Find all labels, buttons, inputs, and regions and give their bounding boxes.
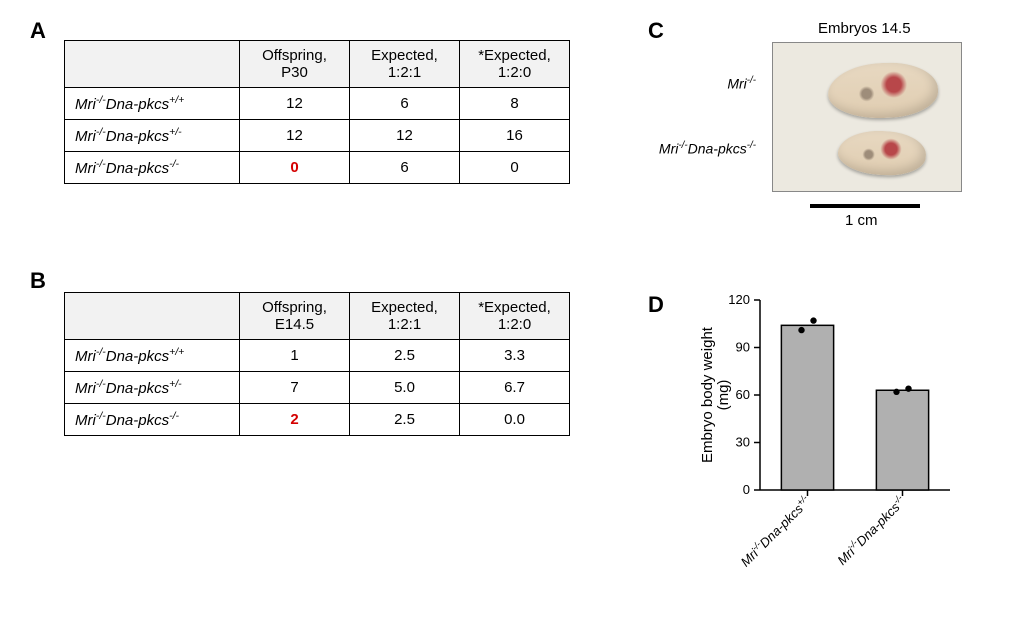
scale-bar-label: 1 cm [845, 212, 878, 229]
table-cell: 5.0 [350, 372, 460, 404]
table-cell: 0 [460, 152, 570, 184]
table-cell: 16 [460, 120, 570, 152]
table-header: *Expected,1:2:0 [460, 41, 570, 88]
panel-label-d: D [648, 292, 664, 318]
table-header [65, 41, 240, 88]
panel-c-genotype-1: Mri-/- [636, 75, 756, 92]
svg-text:60: 60 [736, 387, 750, 402]
table-header: Offspring,E14.5 [240, 293, 350, 340]
bar-chart-d: 0306090120Embryo body weight(mg)Mri-/-Dn… [700, 300, 960, 643]
table-header: Expected,1:2:1 [350, 41, 460, 88]
svg-text:30: 30 [736, 435, 750, 450]
table-cell: 2 [240, 404, 350, 436]
table-cell: 7 [240, 372, 350, 404]
table-header: Offspring,P30 [240, 41, 350, 88]
table-cell: 0.0 [460, 404, 570, 436]
table-cell: 0 [240, 152, 350, 184]
embryo-bottom [837, 129, 927, 178]
embryo-top [827, 61, 939, 120]
table-cell: 2.5 [350, 340, 460, 372]
table-cell: 12 [350, 120, 460, 152]
table-row-genotype: Mri-/-Dna-pkcs-/- [65, 152, 240, 184]
table-row-genotype: Mri-/-Dna-pkcs+/+ [65, 340, 240, 372]
table-cell: 3.3 [460, 340, 570, 372]
table-row-genotype: Mri-/-Dna-pkcs+/+ [65, 88, 240, 120]
table-cell: 6 [350, 88, 460, 120]
table-a: Offspring,P30Expected,1:2:1*Expected,1:2… [64, 40, 570, 184]
svg-text:120: 120 [728, 292, 750, 307]
svg-text:Mri-/-Dna-pkcs+/-: Mri-/-Dna-pkcs+/- [737, 493, 814, 570]
table-cell: 12 [240, 88, 350, 120]
table-row-genotype: Mri-/-Dna-pkcs+/- [65, 372, 240, 404]
table-header [65, 293, 240, 340]
table-header: Expected,1:2:1 [350, 293, 460, 340]
panel-label-b: B [30, 268, 46, 294]
table-cell: 2.5 [350, 404, 460, 436]
table-row-genotype: Mri-/-Dna-pkcs+/- [65, 120, 240, 152]
svg-text:Mri-/-Dna-pkcs-/-: Mri-/-Dna-pkcs-/- [834, 493, 909, 568]
svg-text:0: 0 [743, 482, 750, 497]
panel-c-title: Embryos 14.5 [818, 20, 911, 37]
scale-bar [810, 204, 920, 208]
svg-text:Embryo body weight(mg): Embryo body weight(mg) [699, 326, 732, 463]
table-cell: 8 [460, 88, 570, 120]
svg-text:90: 90 [736, 340, 750, 355]
table-row-genotype: Mri-/-Dna-pkcs-/- [65, 404, 240, 436]
table-b: Offspring,E14.5Expected,1:2:1*Expected,1… [64, 292, 570, 436]
table-cell: 6 [350, 152, 460, 184]
panel-c-genotype-2: Mri-/-Dna-pkcs-/- [616, 140, 756, 157]
table-header: *Expected,1:2:0 [460, 293, 570, 340]
table-cell: 1 [240, 340, 350, 372]
table-cell: 6.7 [460, 372, 570, 404]
panel-label-a: A [30, 18, 46, 44]
table-cell: 12 [240, 120, 350, 152]
panel-label-c: C [648, 18, 664, 44]
embryo-photo [772, 42, 962, 192]
